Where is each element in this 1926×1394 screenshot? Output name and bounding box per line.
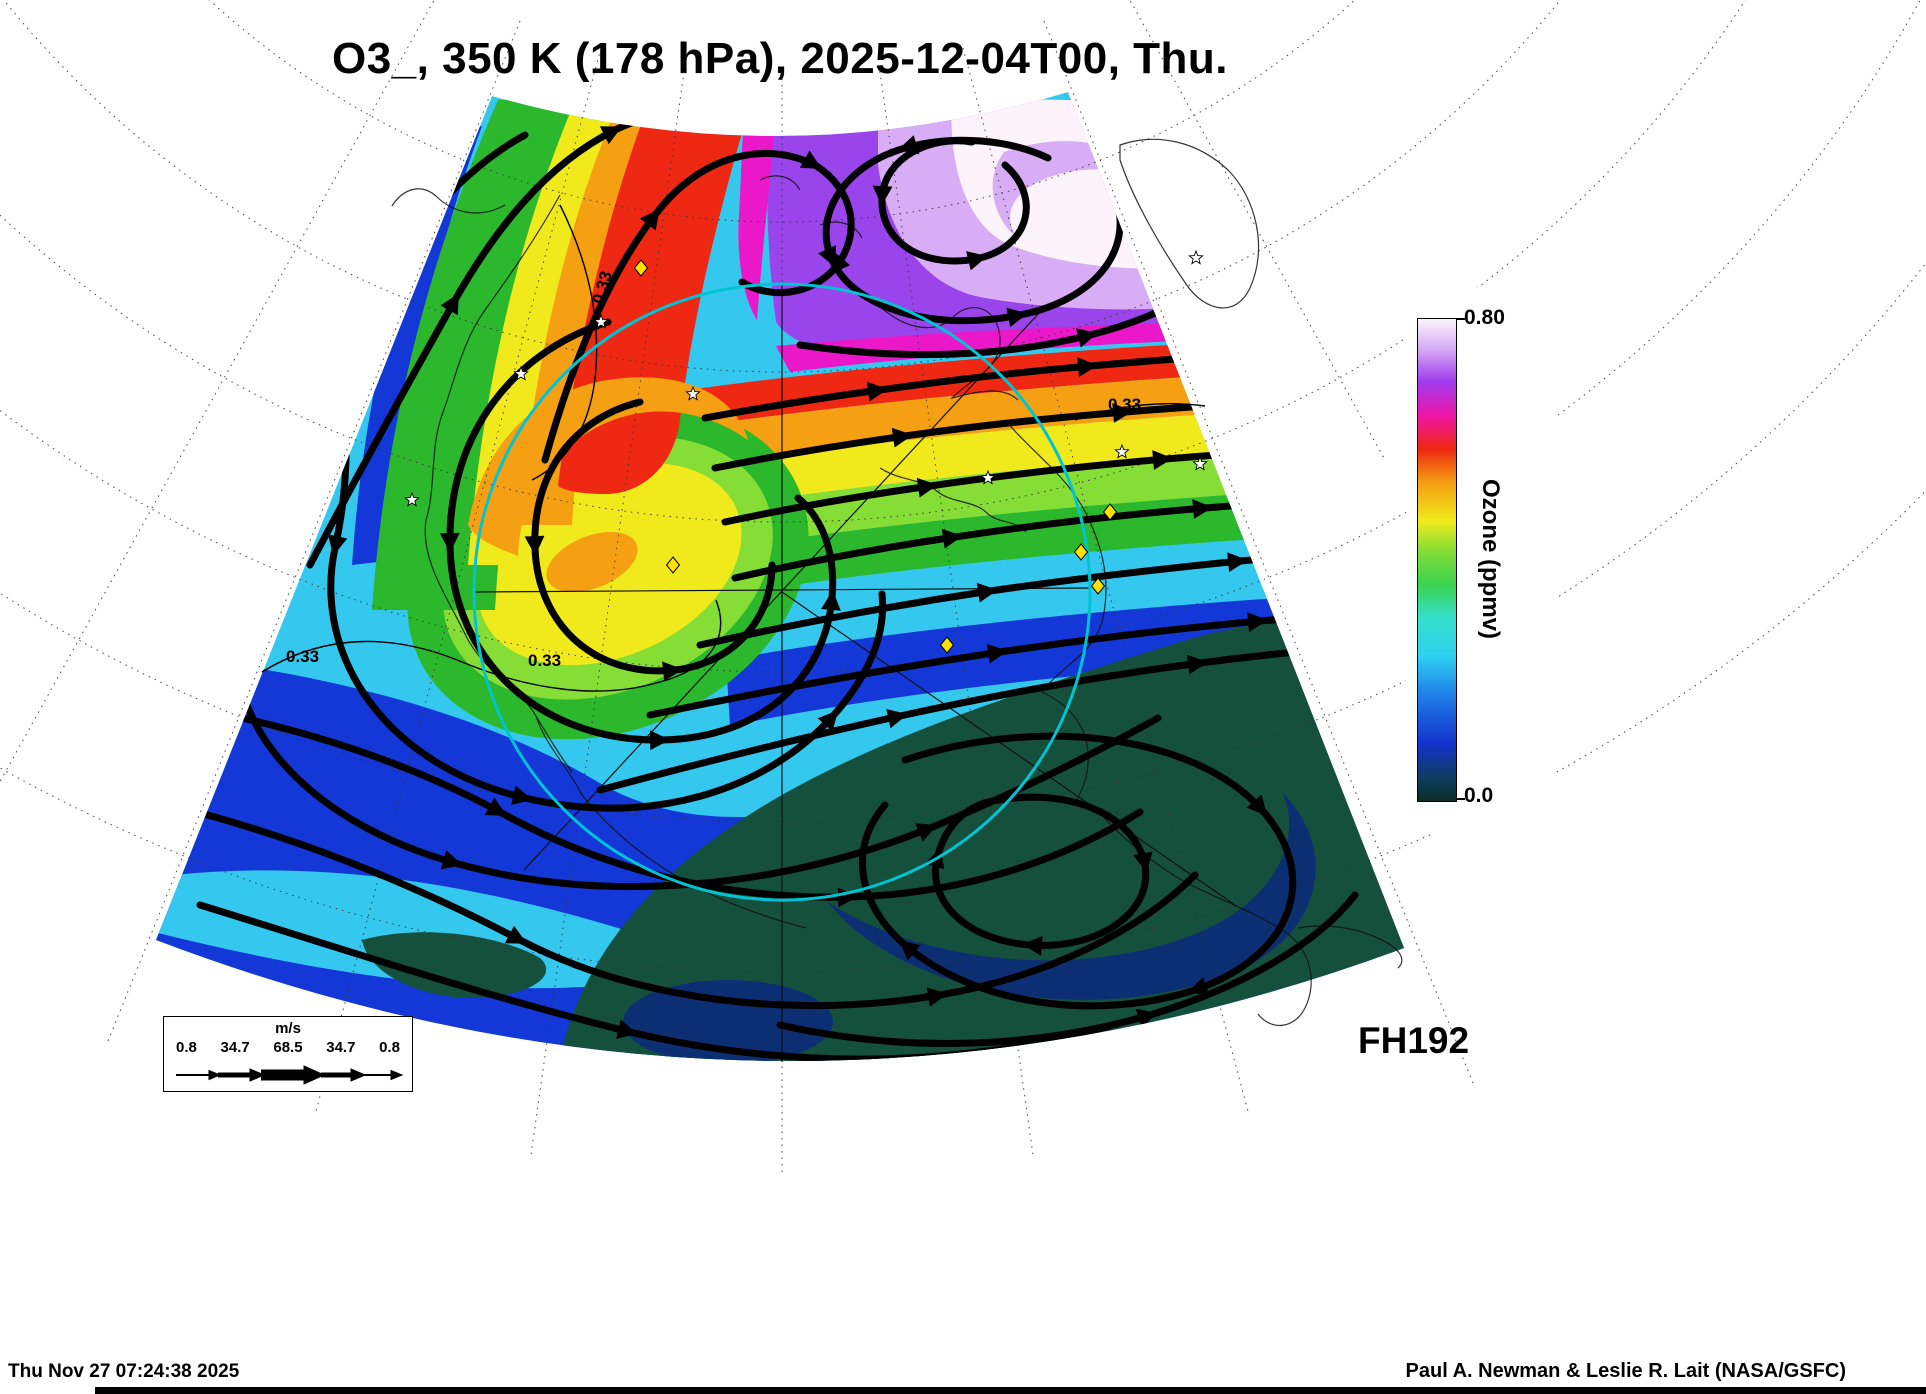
field-darkgreen-bl	[362, 932, 547, 998]
colorbar-max-label: 0.80	[1464, 306, 1505, 329]
wind-speed-value: 0.8	[176, 1039, 197, 1056]
colorbar-tick-top	[1456, 318, 1465, 320]
streamline	[776, 891, 1359, 1047]
wind-speed-value: 0.8	[379, 1039, 400, 1056]
colorbar-axis-label: Ozone (ppmv)	[1477, 479, 1504, 639]
contour-label: 0.33	[1108, 395, 1141, 414]
streamline	[858, 732, 1297, 1010]
wind-speed-values: 0.8 34.7 68.5 34.7 0.8	[164, 1039, 412, 1056]
colorbar-min-label: 0.0	[1464, 784, 1494, 807]
coastline-path	[1119, 138, 1260, 309]
wind-speed-value: 34.7	[220, 1039, 250, 1056]
page-title: O3_, 350 K (178 hPa), 2025-12-04T00, Thu…	[331, 34, 1229, 83]
generated-timestamp: Thu Nov 27 07:24:38 2025	[8, 1361, 240, 1382]
contour-label: 0.33	[528, 651, 561, 670]
wind-speed-value: 34.7	[326, 1039, 356, 1056]
colorbar-gradient	[1417, 318, 1457, 802]
city-star-icon	[1188, 250, 1204, 265]
colorbar-tick-bottom	[1456, 798, 1465, 800]
wind-scale-arrow-icon	[176, 1065, 404, 1085]
contour-labels: 0.33 0.33 0.33 0.33	[286, 269, 1141, 670]
wind-speed-value: 68.5	[273, 1039, 303, 1056]
contour-label: 0.33	[286, 647, 319, 666]
colorbar: 0.80 0.0 Ozone (ppmv)	[1406, 288, 1556, 834]
forecast-hour-label: FH192	[1358, 1020, 1470, 1061]
wind-speed-legend: m/s 0.8 34.7 68.5 34.7 0.8	[163, 1016, 413, 1092]
range-ring	[472, 282, 1092, 902]
wind-units-label: m/s	[275, 1020, 301, 1037]
bottom-border-bar	[95, 1387, 1926, 1394]
streamline	[818, 135, 1124, 328]
credit-text: Paul A. Newman & Leslie R. Lait (NASA/GS…	[1405, 1360, 1846, 1382]
field-blue-left	[156, 456, 239, 656]
swirl-orange-crescent	[468, 377, 748, 556]
